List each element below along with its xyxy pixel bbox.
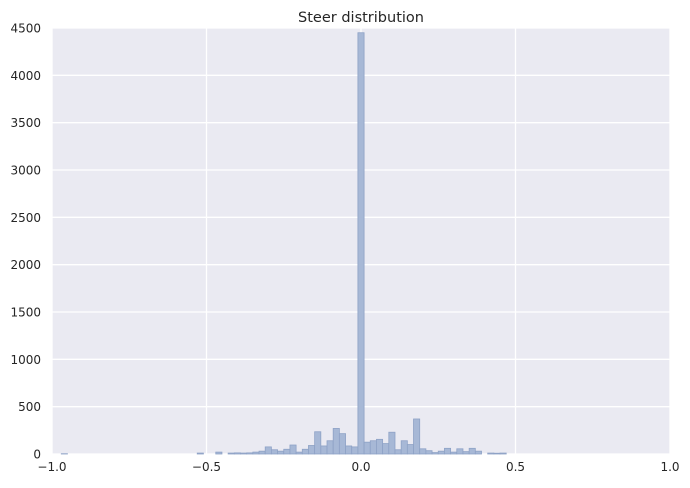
histogram-bar	[474, 450, 482, 455]
histogram-bar	[196, 452, 204, 455]
histogram-bar	[320, 445, 328, 455]
histogram-bar	[357, 32, 365, 455]
x-tick-label: 0.5	[506, 460, 525, 474]
chart-title: Steer distribution	[298, 10, 424, 26]
histogram-bar	[295, 451, 303, 455]
y-tick-label: 1500	[10, 306, 41, 320]
histogram-bar	[345, 445, 353, 455]
histogram-bar	[270, 449, 278, 455]
histogram-bar	[382, 443, 390, 455]
histogram-bar	[468, 447, 476, 455]
histogram-bar	[493, 452, 501, 455]
histogram-bar	[437, 450, 445, 455]
y-tick-label: 500	[18, 400, 41, 414]
histogram-bar	[264, 446, 272, 455]
histogram-bar	[215, 451, 223, 455]
y-tick-label: 3000	[10, 164, 41, 178]
histogram-bar	[431, 452, 439, 455]
histogram-bar	[332, 428, 340, 455]
histogram-bars	[60, 32, 507, 455]
histogram-bar	[301, 448, 309, 455]
histogram-bar	[338, 433, 346, 455]
histogram-bar	[258, 450, 266, 455]
histogram-bar	[487, 452, 495, 455]
histogram-bar	[233, 452, 241, 455]
y-tick-label: 3500	[10, 116, 41, 130]
x-tick-label: 0.0	[351, 460, 370, 474]
histogram-bar	[308, 445, 316, 455]
histogram-bar	[394, 449, 402, 455]
y-tick-label: 2000	[10, 258, 41, 272]
y-tick-label: 2500	[10, 211, 41, 225]
histogram-bar	[419, 448, 427, 455]
histogram-bar	[289, 444, 297, 455]
histogram-bar	[240, 452, 248, 455]
histogram-bar	[252, 451, 260, 455]
histogram-bar	[413, 418, 421, 455]
y-axis-ticks: 0 500 1000 1500 2000 2500 3000 3500 4000 4500	[10, 22, 41, 462]
x-tick-label: 1.0	[660, 460, 679, 474]
x-tick-label: −1.0	[37, 460, 66, 474]
histogram-bar	[246, 452, 254, 455]
histogram-bar	[499, 452, 507, 455]
histogram-bar	[351, 446, 359, 455]
x-axis-ticks: −1.0 −0.5 0.0 0.5 1.0	[37, 460, 679, 474]
histogram-bar	[425, 450, 433, 455]
y-tick-label: 4500	[10, 22, 41, 36]
histogram-bar	[400, 440, 408, 455]
histogram-bar	[456, 448, 464, 455]
histogram-bar	[227, 452, 235, 455]
y-tick-label: 1000	[10, 353, 41, 367]
histogram-bar	[283, 448, 291, 455]
histogram-bar	[406, 444, 414, 455]
histogram-bar	[363, 441, 371, 455]
histogram-bar	[444, 447, 452, 455]
x-tick-label: −0.5	[192, 460, 221, 474]
histogram-bar	[388, 431, 396, 455]
histogram-bar	[462, 451, 470, 455]
histogram-bar	[277, 450, 285, 455]
histogram-bar	[369, 440, 377, 455]
y-tick-label: 0	[33, 448, 41, 462]
histogram-bar	[376, 438, 384, 455]
histogram-bar	[314, 431, 322, 455]
histogram-bar	[450, 451, 458, 455]
histogram-bar	[326, 440, 334, 455]
y-tick-label: 4000	[10, 69, 41, 83]
